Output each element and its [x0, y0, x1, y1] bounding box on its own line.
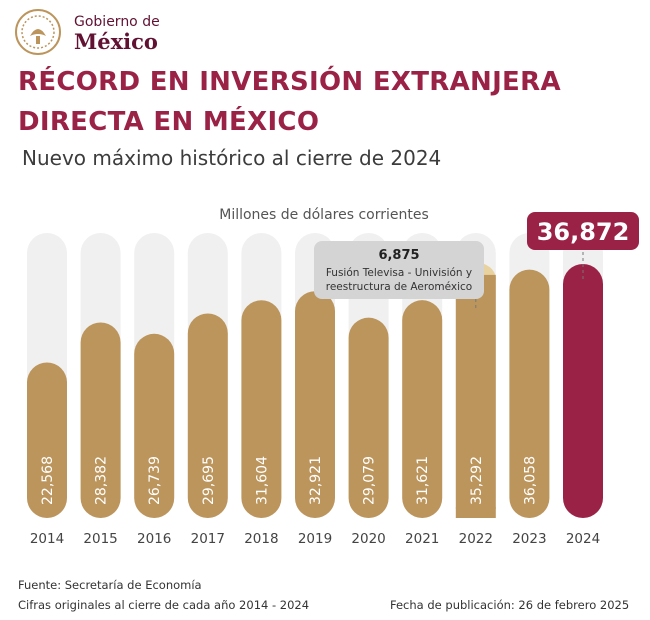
page-subtitle: Nuevo máximo histórico al cierre de 2024: [22, 146, 442, 170]
unit-label: Millones de dólares corrientes: [219, 207, 429, 223]
bar: [402, 300, 443, 518]
bar: [455, 274, 496, 518]
bar-value-label: 36,058: [522, 456, 538, 505]
bar-value-label: 31,621: [415, 456, 431, 505]
bar: [187, 313, 228, 518]
x-tick-label: 2022: [459, 531, 493, 547]
figures-note: Cifras originales al cierre de cada año …: [18, 598, 310, 612]
x-tick-label: 2014: [30, 531, 64, 547]
bar-value-label: 29,079: [362, 456, 378, 505]
callout-text-line1: Fusión Televisa - Univisión y: [326, 267, 472, 279]
x-tick-label: 2017: [191, 531, 225, 547]
bar: [348, 317, 389, 518]
x-tick-label: 2021: [405, 531, 439, 547]
bar: [563, 264, 603, 518]
publication-date: Fecha de publicación: 26 de febrero 2025: [390, 598, 630, 612]
x-tick-label: 2019: [298, 531, 332, 547]
bar: [295, 291, 335, 518]
bar-value-label: 32,921: [308, 456, 324, 505]
bar: [27, 362, 67, 518]
bar-base: [455, 498, 496, 518]
title-line2: DIRECTA EN MÉXICO: [18, 107, 320, 137]
source-note: Fuente: Secretaría de Economía: [18, 578, 202, 592]
bar-value-label: 26,739: [147, 456, 163, 505]
brand-line2: México: [74, 29, 158, 54]
x-tick-label: 2024: [566, 531, 600, 547]
title-line1: RÉCORD EN INVERSIÓN EXTRANJERA: [18, 67, 561, 97]
bar-value-label: 31,604: [254, 456, 270, 505]
x-tick-label: 2023: [512, 531, 546, 547]
bar: [241, 300, 282, 518]
callout-box: [314, 241, 484, 299]
bar: [509, 269, 550, 518]
bar: [80, 322, 121, 518]
bar-value-label: 22,568: [40, 456, 56, 505]
national-seal-icon: [15, 9, 61, 55]
x-tick-label: 2016: [137, 531, 171, 547]
x-tick-label: 2020: [351, 531, 385, 547]
record-value-pill: [527, 212, 639, 250]
brand-line1: Gobierno de: [74, 14, 160, 30]
gobierno-mexico-logo: Gobierno de México: [14, 8, 214, 60]
callout-value: 6,875: [378, 248, 419, 263]
x-tick-label: 2015: [83, 531, 117, 547]
page-title: RÉCORD EN INVERSIÓN EXTRANJERA DIRECTA E…: [18, 62, 638, 142]
bar: [134, 333, 175, 518]
x-tick-label: 2018: [244, 531, 278, 547]
record-value-label: 36,872: [537, 218, 630, 246]
bar-value-label: 35,292: [469, 456, 485, 505]
bar-value-label: 29,695: [201, 456, 217, 505]
callout-text-line2: reestructura de Aeroméxico: [326, 281, 472, 293]
bar-value-label: 28,382: [94, 456, 110, 505]
